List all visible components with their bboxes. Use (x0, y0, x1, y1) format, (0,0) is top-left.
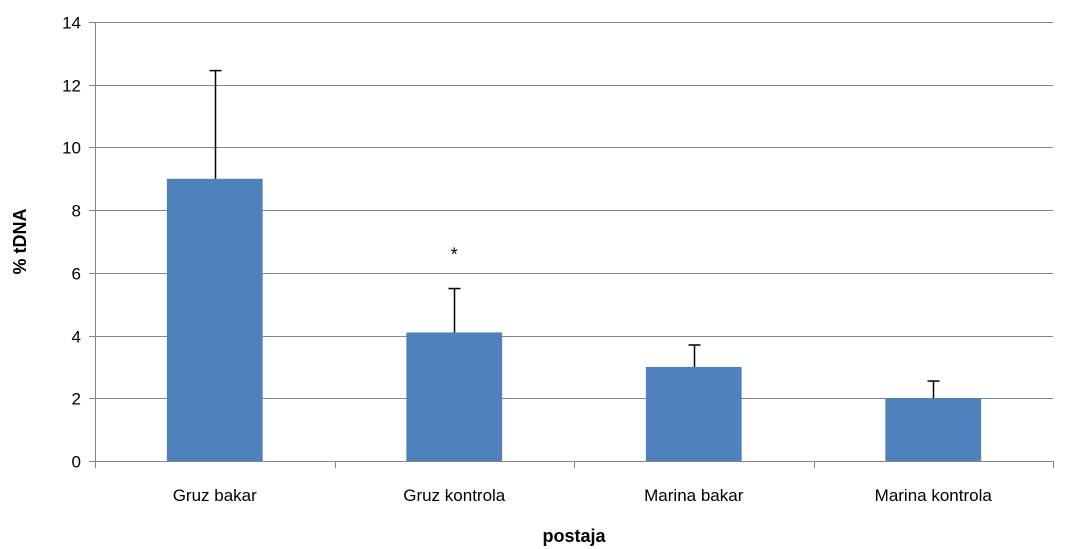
y-tick-label: 14 (62, 14, 81, 33)
tick-labels: 0 2 4 6 8 10 12 14 Gruz bakar Gruz kontrola Marina… (62, 14, 992, 506)
y-tick-label: 0 (72, 453, 81, 472)
bar (885, 398, 982, 461)
x-axis-title: postaja (542, 526, 606, 546)
y-tick-label: 12 (62, 77, 81, 96)
bars (166, 69, 982, 462)
y-tick-label: 4 (72, 328, 81, 347)
bar (166, 178, 263, 462)
y-tick-label: 2 (72, 390, 81, 409)
bar (645, 366, 742, 461)
x-tick-label: Marina bakar (644, 486, 744, 505)
y-tick-label: 8 (72, 202, 81, 221)
x-tick-label: Marina kontrola (875, 486, 993, 505)
bar (406, 332, 503, 461)
y-tick-label: 6 (72, 265, 81, 284)
y-tick-label: 10 (62, 139, 81, 158)
y-axis-title: % tDNA (10, 209, 30, 275)
significance-annotation: * (451, 245, 458, 265)
x-tick-label: Gruz bakar (173, 486, 257, 505)
axes (89, 22, 1054, 468)
x-tick-label: Gruz kontrola (403, 486, 506, 505)
